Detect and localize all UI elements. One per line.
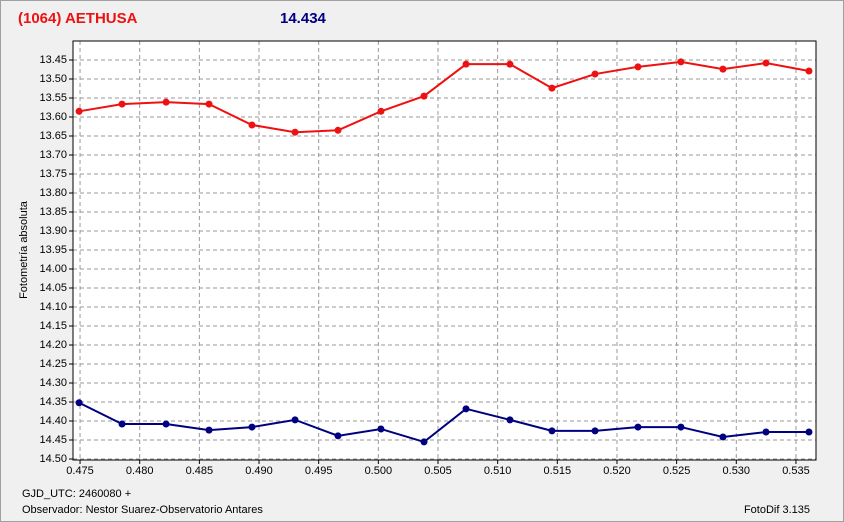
data-point (377, 425, 385, 433)
data-point (719, 433, 727, 441)
data-point (118, 100, 126, 108)
data-point (420, 438, 428, 446)
data-point (462, 60, 470, 68)
software-note: FotoDif 3.135 (744, 504, 810, 516)
y-tick-label: 14.30 (39, 377, 67, 389)
data-point (591, 70, 599, 78)
data-point (762, 428, 770, 436)
series-line (78, 401, 809, 444)
x-tick-label: 0.485 (186, 465, 214, 477)
data-point (506, 60, 514, 68)
data-point (162, 420, 170, 428)
data-point (162, 98, 170, 106)
data-point (248, 121, 256, 129)
data-point (506, 416, 514, 424)
y-tick-label: 14.05 (39, 282, 67, 294)
data-point (805, 67, 813, 75)
data-point (719, 65, 727, 73)
y-tick-label: 13.80 (39, 187, 67, 199)
y-tick-label: 14.35 (39, 396, 67, 408)
data-point (75, 399, 83, 407)
y-tick-label: 13.55 (39, 92, 67, 104)
data-point (762, 59, 770, 67)
data-point (248, 423, 256, 431)
data-point (548, 84, 556, 92)
y-tick-label: 13.50 (39, 73, 67, 85)
x-tick-label: 0.515 (544, 465, 572, 477)
y-tick-label: 13.70 (39, 149, 67, 161)
data-point (377, 107, 385, 115)
y-tick-label: 14.45 (39, 434, 67, 446)
y-tick-label: 14.15 (39, 320, 67, 332)
y-axis-label: Fotometría absoluta (18, 200, 30, 299)
data-point (677, 423, 685, 431)
y-tick-label: 14.25 (39, 358, 67, 370)
data-point (75, 107, 83, 115)
data-point (205, 100, 213, 108)
y-tick-label: 13.45 (39, 54, 67, 66)
data-point (591, 427, 599, 435)
x-tick-label: 0.530 (723, 465, 751, 477)
x-tick-label: 0.500 (365, 465, 393, 477)
x-tick-label: 0.525 (663, 465, 691, 477)
data-point (291, 128, 299, 136)
data-point (805, 428, 813, 436)
y-tick-label: 13.65 (39, 130, 67, 142)
x-axis-label: GJD_UTC: 2460080 + (22, 488, 131, 500)
series-line (78, 60, 810, 134)
y-tick-label: 13.90 (39, 225, 67, 237)
data-point (462, 405, 470, 413)
data-point (205, 426, 213, 434)
y-tick-label: 13.60 (39, 111, 67, 123)
y-tick-label: 14.10 (39, 301, 67, 313)
x-tick-label: 0.520 (603, 465, 631, 477)
y-tick-label: 14.50 (39, 453, 67, 465)
data-point (634, 63, 642, 71)
data-point (291, 416, 299, 424)
y-tick-label: 13.95 (39, 244, 67, 256)
x-tick-label: 0.495 (305, 465, 333, 477)
data-point (634, 423, 642, 431)
data-point (334, 126, 342, 134)
plot-border (72, 40, 817, 461)
data-point (677, 58, 685, 66)
chart-subtitle: 14.434 (280, 10, 327, 27)
data-point (118, 420, 126, 428)
y-tick-label: 13.75 (39, 168, 67, 180)
x-tick-label: 0.480 (126, 465, 154, 477)
x-tick-label: 0.510 (484, 465, 512, 477)
x-tick-label: 0.505 (424, 465, 452, 477)
observer-note: Observador: Nestor Suarez-Observatorio A… (22, 504, 263, 516)
y-tick-label: 14.40 (39, 415, 67, 427)
chart-title: (1064) AETHUSA (18, 10, 138, 27)
x-tick-label: 0.490 (245, 465, 273, 477)
x-tick-label: 0.475 (66, 465, 94, 477)
y-tick-label: 14.20 (39, 339, 67, 351)
data-point (420, 92, 428, 100)
y-tick-label: 14.00 (39, 263, 67, 275)
data-point (334, 432, 342, 440)
data-point (548, 427, 556, 435)
y-tick-label: 13.85 (39, 206, 67, 218)
x-tick-label: 0.535 (782, 465, 810, 477)
